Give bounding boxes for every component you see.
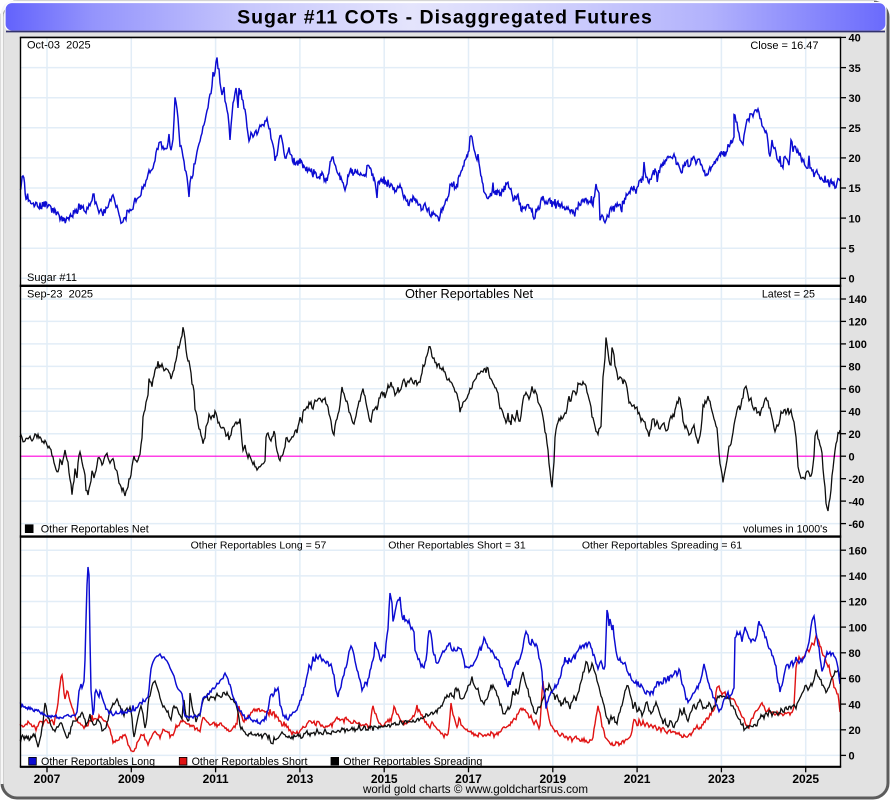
svg-text:2009: 2009 (118, 772, 145, 786)
svg-text:80: 80 (849, 362, 861, 374)
svg-text:Sugar #11: Sugar #11 (27, 272, 77, 284)
svg-text:100: 100 (849, 339, 867, 351)
svg-text:2025: 2025 (792, 772, 819, 786)
svg-text:40: 40 (849, 699, 861, 711)
svg-text:-40: -40 (849, 496, 865, 508)
svg-text:2013: 2013 (287, 772, 314, 786)
svg-text:120: 120 (849, 597, 867, 609)
svg-text:Sep-23 2025: Sep-23 2025 (27, 289, 93, 301)
svg-text:Other Reportables Long: Other Reportables Long (41, 756, 155, 768)
svg-text:20: 20 (849, 153, 861, 165)
svg-text:160: 160 (849, 545, 867, 557)
svg-text:20: 20 (849, 725, 861, 737)
svg-text:140: 140 (849, 294, 867, 306)
svg-text:140: 140 (849, 571, 867, 583)
svg-text:2021: 2021 (624, 772, 651, 786)
svg-text:0: 0 (849, 274, 855, 286)
svg-text:Other Reportables Net: Other Reportables Net (405, 286, 533, 301)
svg-text:2007: 2007 (34, 772, 61, 786)
svg-text:2019: 2019 (539, 772, 566, 786)
svg-text:Other Reportables Long = 57: Other Reportables Long = 57 (191, 539, 327, 551)
svg-text:Latest = 25: Latest = 25 (762, 289, 815, 301)
svg-text:2017: 2017 (455, 772, 482, 786)
svg-text:2015: 2015 (371, 772, 398, 786)
svg-text:5: 5 (849, 243, 855, 255)
svg-text:30: 30 (849, 93, 861, 105)
svg-text:Other Reportables Spreading: Other Reportables Spreading (343, 756, 482, 768)
svg-text:Other Reportables Short: Other Reportables Short (192, 756, 308, 768)
svg-text:Other Reportables Short = 31: Other Reportables Short = 31 (388, 539, 526, 551)
svg-text:2011: 2011 (203, 772, 229, 786)
svg-text:Oct-03 2025: Oct-03 2025 (27, 39, 91, 51)
svg-text:0: 0 (849, 451, 855, 463)
svg-text:60: 60 (849, 674, 861, 686)
svg-text:Close = 16.47: Close = 16.47 (750, 40, 818, 52)
svg-text:-60: -60 (849, 519, 865, 531)
svg-text:10: 10 (849, 213, 861, 225)
svg-text:25: 25 (849, 123, 861, 135)
svg-text:2023: 2023 (708, 772, 735, 786)
svg-text:Sugar #11 COTs - Disaggregated: Sugar #11 COTs - Disaggregated Futures (237, 6, 653, 28)
svg-text:80: 80 (849, 648, 861, 660)
svg-text:120: 120 (849, 317, 867, 329)
svg-text:volumes in 1000's: volumes in 1000's (743, 523, 827, 535)
svg-text:15: 15 (849, 183, 861, 195)
svg-text:40: 40 (849, 407, 861, 419)
svg-text:Other Reportables Net: Other Reportables Net (41, 523, 149, 535)
svg-text:Other Reportables Spreading =: Other Reportables Spreading = 61 (582, 539, 742, 551)
svg-text:35: 35 (849, 63, 861, 75)
svg-text:world gold charts © www.goldch: world gold charts © www.goldchartsrus.co… (362, 783, 588, 796)
svg-text:-20: -20 (849, 474, 865, 486)
svg-text:40: 40 (849, 33, 861, 45)
svg-text:60: 60 (849, 384, 861, 396)
svg-text:20: 20 (849, 429, 861, 441)
svg-text:100: 100 (849, 622, 867, 634)
svg-text:0: 0 (849, 751, 855, 763)
